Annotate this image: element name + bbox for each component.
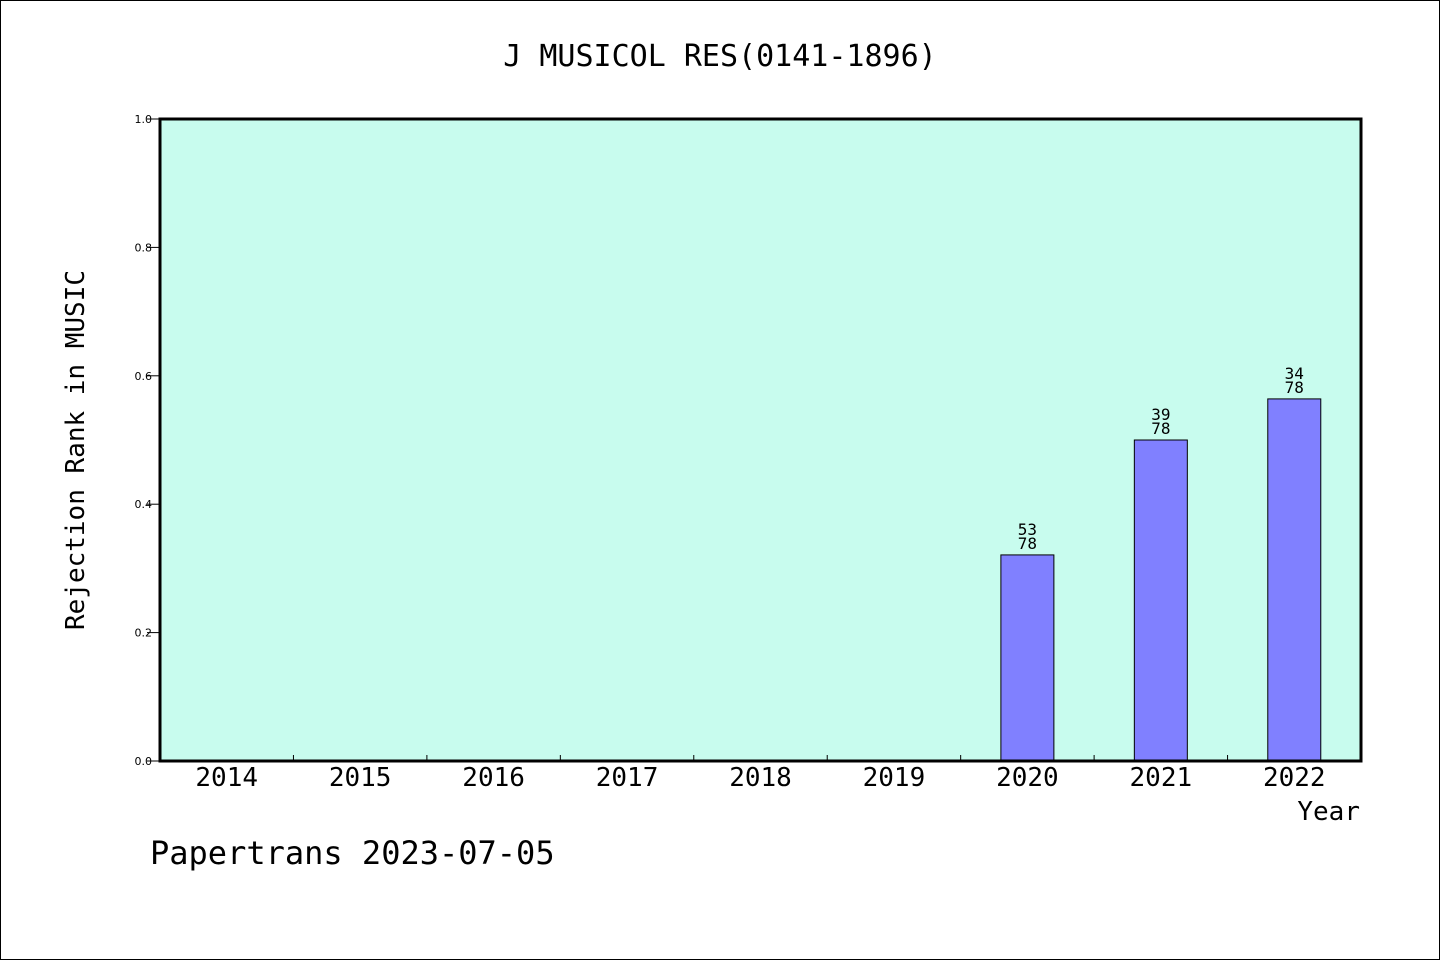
x-tick-label: 2017 xyxy=(596,763,659,793)
x-tick-label: 2018 xyxy=(729,763,792,793)
y-tick-label: 0.4 xyxy=(135,498,153,511)
x-tick-label: 2019 xyxy=(863,763,926,793)
x-axis-label: Year xyxy=(1297,797,1360,827)
x-tick-label: 2021 xyxy=(1130,763,1193,793)
chart-title: J MUSICOL RES(0141-1896) xyxy=(503,39,936,74)
bar-label-bottom: 78 xyxy=(1285,378,1304,397)
y-tick-label: 1.0 xyxy=(135,113,153,126)
x-tick-label: 2015 xyxy=(329,763,392,793)
x-tick-label: 2014 xyxy=(195,763,258,793)
bar-label-top: 39 xyxy=(1151,405,1170,424)
x-axis: 2014 2015 2016 2017 2018 2019 2020 2021 2022 xyxy=(195,755,1326,793)
y-axis-label: Rejection Rank in MUSIC xyxy=(61,270,91,630)
footer-credit: Papertrans 2023-07-05 xyxy=(150,834,555,872)
bar-2021 xyxy=(1133,439,1188,762)
bar-label-bottom: 78 xyxy=(1018,534,1037,553)
y-tick-label: 0.6 xyxy=(135,370,153,383)
y-axis: 0.0 0.2 0.4 0.6 0.8 1.0 xyxy=(135,113,160,768)
plot-border xyxy=(158,117,1363,763)
bar-label-top: 34 xyxy=(1285,364,1304,383)
y-tick-label: 0.8 xyxy=(135,241,153,254)
y-tick-label: 0.2 xyxy=(135,627,153,640)
y-tick-label: 0.0 xyxy=(135,755,153,768)
x-tick-label: 2022 xyxy=(1263,763,1326,793)
bar-label-top: 53 xyxy=(1018,520,1037,539)
bar-2022 xyxy=(1267,398,1322,762)
bar-label-bottom: 78 xyxy=(1151,419,1170,438)
bars-group xyxy=(1000,398,1322,762)
bar-2020 xyxy=(1000,554,1055,762)
x-tick-label: 2020 xyxy=(996,763,1059,793)
x-tick-label: 2016 xyxy=(462,763,525,793)
